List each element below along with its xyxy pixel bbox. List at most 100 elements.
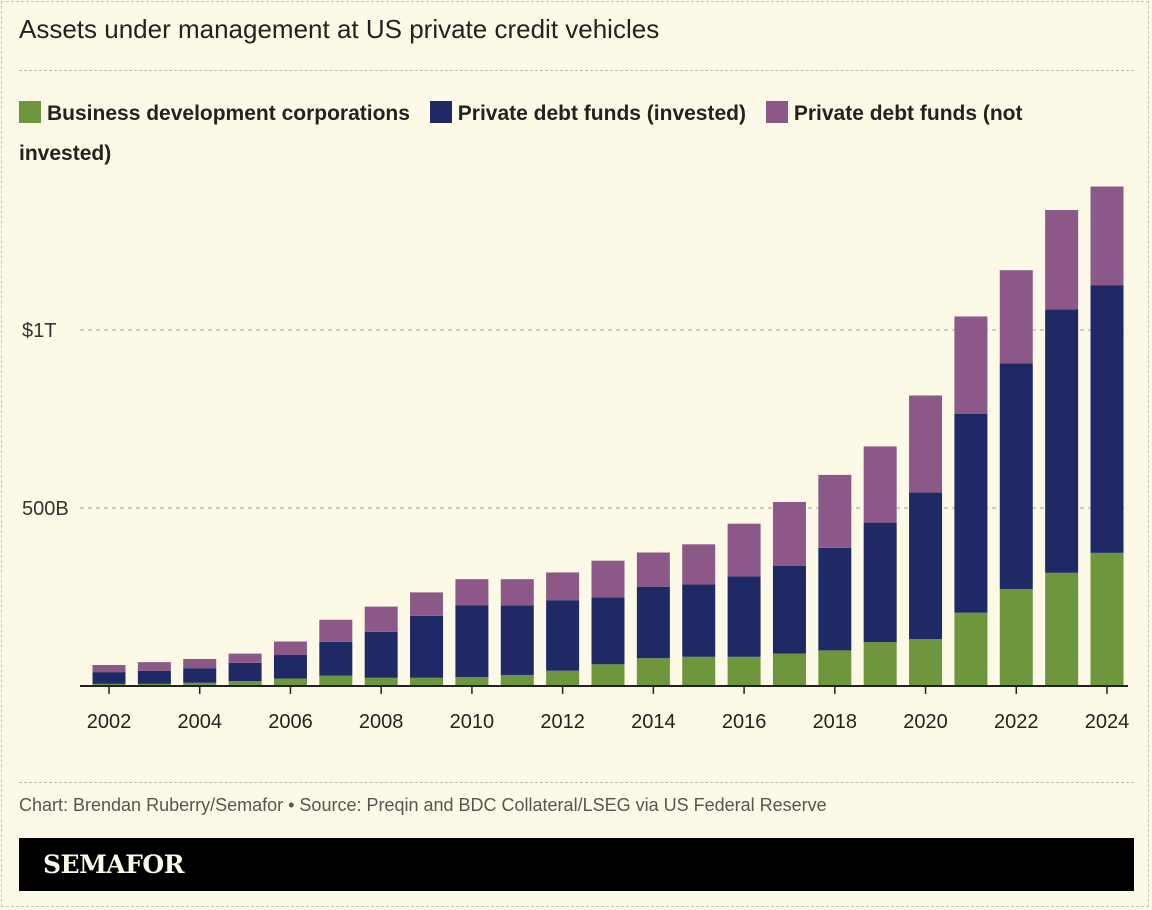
bar-segment bbox=[92, 683, 126, 686]
bar-segment bbox=[1090, 552, 1124, 686]
legend-swatch bbox=[765, 101, 788, 123]
x-tick-label: 2002 bbox=[87, 711, 132, 733]
bar-segment bbox=[455, 605, 489, 678]
bar-segment bbox=[591, 560, 625, 598]
bar-segment bbox=[319, 641, 353, 676]
bar-segment bbox=[500, 579, 534, 606]
x-tick-label: 2018 bbox=[813, 711, 858, 733]
bar-segment bbox=[909, 395, 943, 493]
x-tick-label: 2008 bbox=[359, 711, 404, 733]
source-note: Chart: Brendan Ruberry/Semafor • Source:… bbox=[19, 795, 827, 815]
bar-segment bbox=[727, 656, 761, 686]
bar-segment bbox=[92, 672, 126, 684]
bar-segment bbox=[455, 579, 489, 606]
bar-segment bbox=[909, 492, 943, 640]
bar-segment bbox=[546, 670, 580, 686]
bar-segment bbox=[319, 675, 353, 686]
bar-segment bbox=[954, 413, 988, 613]
bar-segment bbox=[863, 522, 897, 643]
legend-label: Private debt funds (not invested) bbox=[19, 102, 1023, 165]
bar-segment bbox=[772, 653, 806, 686]
bar-segment bbox=[92, 664, 126, 673]
legend: Business development corporations Privat… bbox=[19, 94, 1129, 174]
bar-segment bbox=[1045, 309, 1079, 573]
bar-segment bbox=[999, 589, 1033, 686]
bar-segment bbox=[1090, 186, 1124, 286]
bar-segment bbox=[1045, 210, 1079, 310]
bar-segment bbox=[410, 677, 444, 686]
bar-segment bbox=[636, 658, 670, 686]
bar-segment bbox=[818, 650, 852, 686]
bar-segment bbox=[999, 363, 1033, 590]
bar-segment bbox=[546, 572, 580, 601]
bar-segment bbox=[500, 605, 534, 675]
legend-swatch bbox=[19, 101, 41, 123]
bar-segment bbox=[772, 501, 806, 566]
semafor-logo: SEMAFOR bbox=[43, 850, 184, 879]
bar-segment bbox=[954, 316, 988, 414]
bar-segment bbox=[727, 576, 761, 657]
divider bbox=[19, 782, 1134, 783]
x-tick-label: 2020 bbox=[903, 711, 948, 733]
bar-segment bbox=[863, 642, 897, 686]
bar-segment bbox=[909, 639, 943, 686]
bar-segment bbox=[682, 544, 716, 585]
legend-label: Private debt funds (invested) bbox=[457, 102, 746, 125]
bar-segment bbox=[228, 653, 262, 663]
bar-segment bbox=[818, 474, 852, 548]
bar-chart: 500B $1T 2002 2004 2006 2008 2010 2012 2014 2016 2… bbox=[22, 186, 1130, 733]
bar-segment bbox=[818, 547, 852, 651]
bar-segment bbox=[591, 664, 625, 686]
bar-segment bbox=[636, 552, 670, 587]
x-tick-label: 2006 bbox=[268, 711, 313, 733]
bar-segment bbox=[183, 682, 217, 686]
bar-segment bbox=[137, 683, 171, 686]
bar-segment bbox=[682, 656, 716, 686]
bar-segment bbox=[1045, 572, 1079, 686]
x-tick-label: 2024 bbox=[1085, 711, 1130, 733]
bar-segment bbox=[183, 658, 217, 669]
x-tick-label: 2014 bbox=[631, 711, 676, 733]
legend-label: Business development corporations bbox=[47, 102, 410, 125]
bar-segment bbox=[500, 674, 534, 686]
bar-segment bbox=[546, 600, 580, 671]
legend-item: Private debt funds (invested) bbox=[429, 101, 746, 125]
bar-segment bbox=[183, 668, 217, 683]
x-tick-label: 2022 bbox=[994, 711, 1039, 733]
y-tick-label: $1T bbox=[22, 320, 56, 342]
legend-item: Private debt funds (not invested) bbox=[19, 101, 1023, 165]
divider bbox=[19, 70, 1134, 71]
bar-segment bbox=[999, 270, 1033, 364]
bar-segment bbox=[364, 677, 398, 686]
x-tick-label: 2016 bbox=[722, 711, 767, 733]
chart-title: Assets under management at US private cr… bbox=[19, 14, 660, 44]
bar-segment bbox=[364, 631, 398, 678]
bar-segment bbox=[455, 677, 489, 686]
brand-bar: SEMAFOR bbox=[19, 838, 1134, 891]
bar-segment bbox=[273, 655, 307, 679]
bar-segment bbox=[319, 619, 353, 642]
bar-segment bbox=[410, 615, 444, 678]
bar-segment bbox=[1090, 285, 1124, 553]
legend-swatch bbox=[429, 101, 452, 123]
bar-segment bbox=[727, 523, 761, 577]
bar-segment bbox=[410, 592, 444, 616]
bar-segment bbox=[682, 584, 716, 657]
bar-segment bbox=[273, 641, 307, 656]
bar-segment bbox=[863, 446, 897, 523]
x-tick-label: 2010 bbox=[450, 711, 495, 733]
legend-item: Business development corporations bbox=[19, 101, 410, 125]
bar-segment bbox=[954, 612, 988, 686]
x-tick-label: 2004 bbox=[177, 711, 222, 733]
bar-segment bbox=[364, 606, 398, 632]
bar-segment bbox=[636, 586, 670, 659]
y-tick-label: 500B bbox=[22, 498, 69, 520]
bar-segment bbox=[228, 662, 262, 682]
bar-segment bbox=[137, 670, 171, 684]
bar-segment bbox=[137, 662, 171, 671]
bar-segment bbox=[273, 678, 307, 686]
bar-segment bbox=[228, 681, 262, 686]
x-tick-label: 2012 bbox=[540, 711, 585, 733]
bar-segment bbox=[772, 565, 806, 654]
